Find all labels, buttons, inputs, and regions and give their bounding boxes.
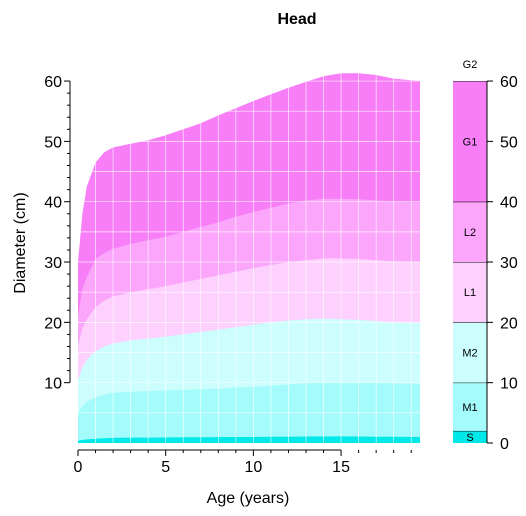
y-tick-label: 60 <box>44 74 62 91</box>
zone-block-l1 <box>453 262 487 323</box>
zone-label: S <box>466 432 473 444</box>
y-tick-label: 50 <box>44 134 62 151</box>
zone-label: L1 <box>464 287 476 299</box>
x-axis: 0 5 10 15 <box>74 449 412 476</box>
zone-axis-tick-label: 40 <box>500 195 518 212</box>
chart-title: Head <box>277 11 316 28</box>
x-tick-label: 15 <box>332 459 350 476</box>
x-tick-label: 5 <box>161 459 170 476</box>
y-tick-label: 40 <box>44 195 62 212</box>
x-axis-title: Age (years) <box>207 490 290 507</box>
zone-block-g1 <box>453 81 487 202</box>
zone-label: L2 <box>464 227 476 239</box>
grid-lines <box>78 72 420 443</box>
zone-block-l2 <box>453 201 487 263</box>
zone-block-s <box>453 430 487 443</box>
zone-axis-tick-label: 50 <box>500 134 518 151</box>
zone-axis-tick-label: 30 <box>500 255 518 272</box>
area-series-1 <box>78 436 420 443</box>
zone-bar: S M1 M2 L1 L2 G1 G2 <box>453 59 487 444</box>
zone-block-m1 <box>453 382 487 431</box>
y-tick-label: 30 <box>44 255 62 272</box>
plot-area <box>78 73 420 443</box>
y-tick-label: 10 <box>44 376 62 393</box>
zone-label: G2 <box>463 59 478 71</box>
zone-axis-tick-label: 60 <box>500 74 518 91</box>
zone-axis-tick-label: 0 <box>500 436 509 453</box>
zone-axis-tick-label: 10 <box>500 376 518 393</box>
zone-block-g2 <box>453 72 487 82</box>
zone-axis: 0 10 20 30 40 50 60 <box>486 74 518 453</box>
zone-label: M2 <box>462 348 477 360</box>
zone-label: M1 <box>462 402 477 414</box>
zone-block-m2 <box>453 322 487 383</box>
y-axis: 10 20 30 40 50 60 <box>44 74 71 393</box>
x-tick-label: 0 <box>74 459 83 476</box>
x-tick-label: 10 <box>244 459 262 476</box>
y-axis-title: Diameter (cm) <box>12 192 29 293</box>
zone-axis-tick-label: 20 <box>500 315 518 332</box>
zone-label: G1 <box>463 136 478 148</box>
y-tick-label: 20 <box>44 315 62 332</box>
